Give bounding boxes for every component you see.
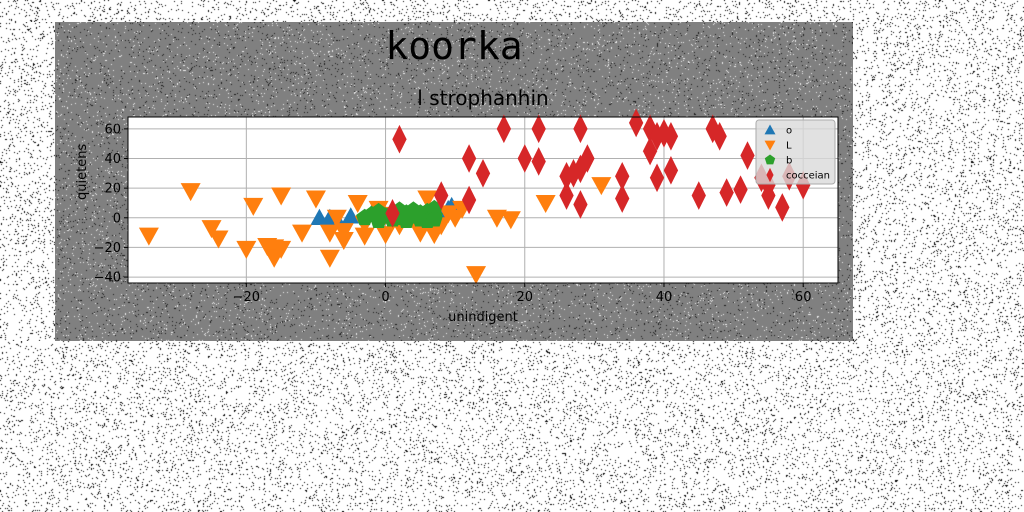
data-point [305, 190, 326, 209]
x-tick-label: 40 [656, 290, 673, 305]
y-tick-label: 0 [113, 211, 121, 226]
data-point [740, 141, 755, 170]
data-point [180, 183, 201, 202]
data-point [649, 163, 665, 193]
data-point [410, 224, 431, 243]
data-point [691, 181, 706, 210]
data-point [642, 136, 658, 166]
data-point [531, 114, 546, 144]
data-point [461, 144, 477, 173]
x-axis-label: unindigent [448, 310, 518, 325]
axes-title: l strophanhin [417, 86, 549, 110]
y-tick-label: 20 [104, 182, 121, 197]
data-point [615, 184, 630, 213]
data-point [591, 177, 612, 196]
legend-label: cocceian [786, 171, 830, 182]
data-point [319, 249, 340, 268]
data-point [333, 223, 354, 242]
scatter-chart: −20 0 20 40 60 −40 −20 0 20 40 60 oLb cocceian [94, 108, 839, 305]
y-tick-label: −40 [94, 271, 121, 286]
data-point [663, 156, 679, 185]
y-tick-label: −20 [94, 241, 121, 256]
data-point [292, 224, 313, 243]
data-point [385, 199, 400, 228]
data-point [580, 144, 595, 173]
data-point [566, 159, 581, 188]
axis-ticks: −20 0 20 40 60 −40 −20 0 20 40 60 [94, 122, 812, 305]
data-point [341, 207, 360, 224]
data-point [347, 194, 368, 213]
data-point [354, 227, 375, 246]
data-point [615, 161, 630, 191]
data-point [628, 108, 644, 138]
legend-box [755, 119, 836, 185]
legend-label: o [786, 126, 792, 137]
x-tick-label: 20 [516, 290, 533, 305]
data-point [573, 114, 588, 144]
data-point [392, 124, 407, 154]
data-point [417, 190, 438, 209]
data-point [535, 194, 556, 213]
data-point [486, 209, 507, 228]
data-point [138, 227, 159, 246]
data-point [761, 181, 776, 210]
x-tick-label: −20 [233, 290, 260, 305]
data-point [719, 178, 734, 207]
y-tick-label: 40 [104, 152, 121, 167]
y-axis-label: quietens [75, 143, 90, 200]
data-point [208, 230, 229, 249]
data-point [375, 226, 396, 245]
data-point [319, 224, 340, 243]
data-point [271, 187, 292, 206]
data-point [201, 220, 222, 239]
data-point [475, 159, 491, 188]
data-point [733, 175, 748, 204]
x-tick-label: 60 [795, 290, 812, 305]
plot-area [128, 117, 838, 283]
data-point [243, 197, 264, 216]
data-point [236, 240, 257, 259]
series-L [138, 177, 612, 285]
data-point [326, 209, 347, 228]
data-point [531, 147, 546, 176]
data-point [775, 193, 790, 222]
legend-marker [764, 140, 776, 151]
data-point [573, 190, 588, 219]
data-point [466, 266, 487, 285]
plot-frame [127, 116, 839, 284]
series-b [356, 199, 443, 228]
y-tick-label: 60 [104, 122, 121, 137]
legend-marker [764, 154, 776, 165]
data-point [500, 211, 521, 230]
legend-marker [766, 167, 774, 183]
legend: oLb cocceian [755, 119, 836, 185]
legend-label: L [786, 141, 792, 152]
legend-label: b [786, 156, 792, 167]
data-point [461, 185, 477, 215]
data-point [559, 181, 574, 210]
x-tick-label: 0 [381, 290, 389, 305]
data-point [496, 114, 512, 144]
legend-marker [764, 124, 776, 135]
figure-title: koorka [385, 24, 523, 68]
data-point [425, 210, 443, 227]
data-point [271, 240, 292, 259]
data-point [434, 181, 449, 210]
